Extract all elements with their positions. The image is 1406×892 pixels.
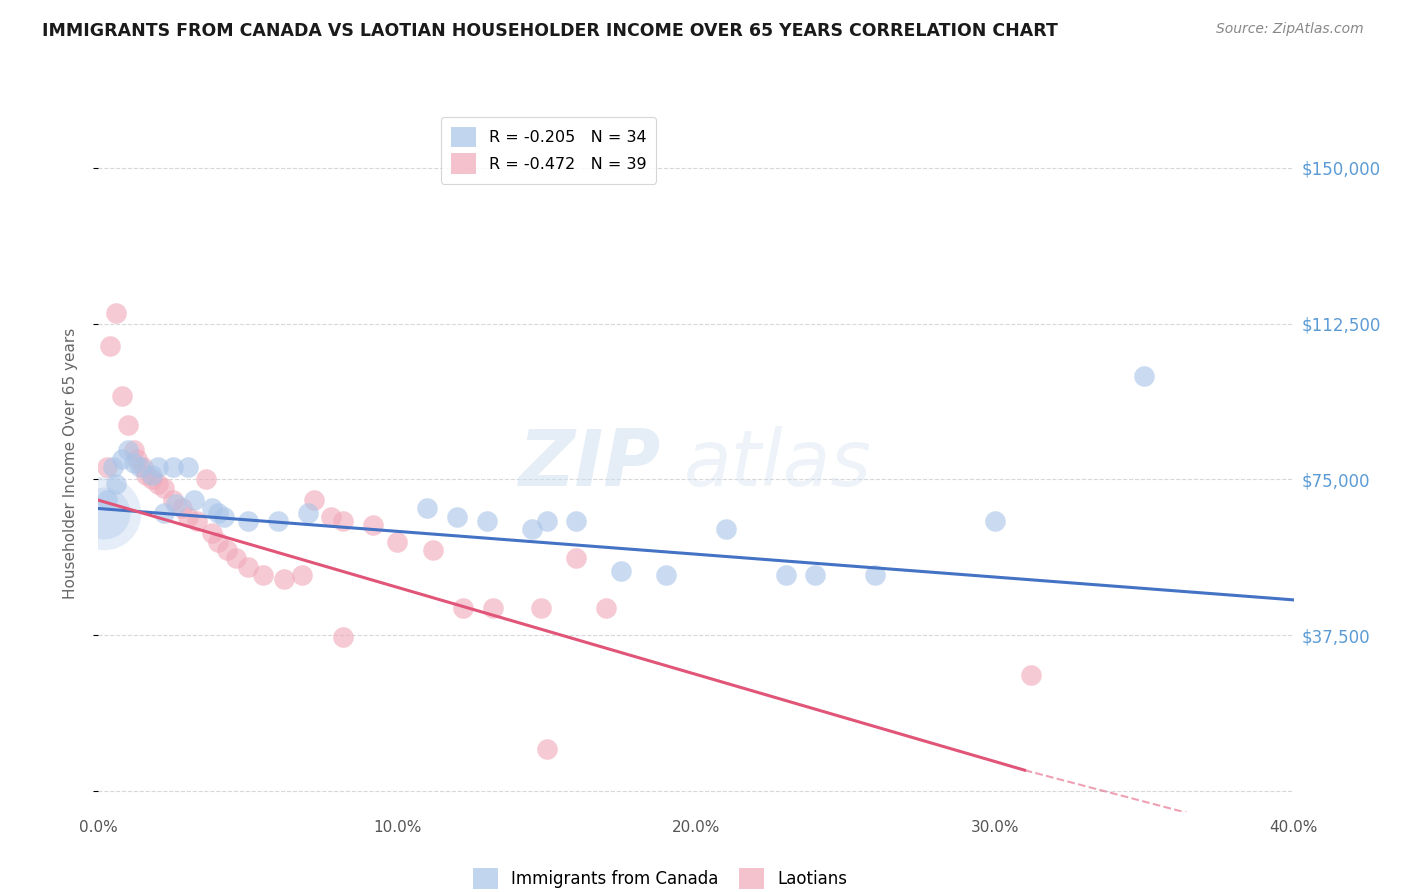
- Point: [302, 493, 325, 508]
- Point: [117, 418, 139, 433]
- Point: [565, 551, 588, 566]
- Point: [177, 459, 200, 474]
- Text: Source: ZipAtlas.com: Source: ZipAtlas.com: [1216, 22, 1364, 37]
- Point: [1019, 667, 1042, 681]
- Point: [475, 514, 498, 528]
- Point: [201, 501, 224, 516]
- Point: [332, 630, 354, 644]
- Point: [775, 568, 797, 582]
- Point: [446, 509, 468, 524]
- Point: [93, 506, 115, 520]
- Point: [212, 509, 235, 524]
- Point: [804, 568, 827, 582]
- Point: [332, 514, 354, 528]
- Point: [124, 456, 146, 470]
- Point: [129, 459, 152, 474]
- Point: [416, 501, 439, 516]
- Point: [321, 509, 343, 524]
- Point: [96, 493, 118, 508]
- Text: atlas: atlas: [685, 425, 872, 502]
- Point: [177, 509, 200, 524]
- Point: [529, 601, 551, 615]
- Point: [124, 443, 146, 458]
- Point: [655, 568, 678, 582]
- Point: [1133, 368, 1156, 383]
- Point: [127, 451, 149, 466]
- Text: ZIP: ZIP: [517, 425, 661, 502]
- Point: [363, 518, 385, 533]
- Point: [297, 506, 319, 520]
- Point: [183, 493, 205, 508]
- Point: [865, 568, 887, 582]
- Point: [153, 481, 176, 495]
- Point: [141, 472, 163, 486]
- Point: [105, 306, 128, 320]
- Legend: Immigrants from Canada, Laotians: Immigrants from Canada, Laotians: [467, 862, 853, 892]
- Point: [111, 451, 134, 466]
- Point: [100, 339, 122, 353]
- Point: [273, 572, 295, 586]
- Point: [165, 497, 187, 511]
- Point: [111, 389, 134, 403]
- Point: [186, 514, 208, 528]
- Point: [385, 534, 409, 549]
- Point: [236, 514, 259, 528]
- Point: [225, 551, 247, 566]
- Point: [595, 601, 617, 615]
- Point: [162, 459, 184, 474]
- Point: [153, 506, 176, 520]
- Point: [148, 476, 170, 491]
- Point: [267, 514, 290, 528]
- Point: [117, 443, 139, 458]
- Point: [96, 459, 118, 474]
- Point: [215, 543, 238, 558]
- Point: [291, 568, 314, 582]
- Point: [610, 564, 633, 578]
- Point: [236, 559, 259, 574]
- Point: [195, 472, 218, 486]
- Point: [520, 522, 543, 536]
- Point: [105, 476, 128, 491]
- Point: [252, 568, 274, 582]
- Point: [207, 506, 229, 520]
- Point: [135, 468, 157, 483]
- Point: [565, 514, 588, 528]
- Point: [536, 742, 558, 756]
- Text: IMMIGRANTS FROM CANADA VS LAOTIAN HOUSEHOLDER INCOME OVER 65 YEARS CORRELATION C: IMMIGRANTS FROM CANADA VS LAOTIAN HOUSEH…: [42, 22, 1059, 40]
- Point: [984, 514, 1007, 528]
- Point: [451, 601, 474, 615]
- Point: [422, 543, 444, 558]
- Point: [162, 493, 184, 508]
- Point: [172, 501, 194, 516]
- Point: [536, 514, 558, 528]
- Point: [148, 459, 170, 474]
- Point: [201, 526, 224, 541]
- Point: [132, 459, 155, 474]
- Point: [103, 459, 125, 474]
- Point: [714, 522, 737, 536]
- Point: [141, 468, 163, 483]
- Y-axis label: Householder Income Over 65 years: Householder Income Over 65 years: [63, 328, 77, 599]
- Point: [93, 506, 115, 520]
- Point: [207, 534, 229, 549]
- Point: [481, 601, 505, 615]
